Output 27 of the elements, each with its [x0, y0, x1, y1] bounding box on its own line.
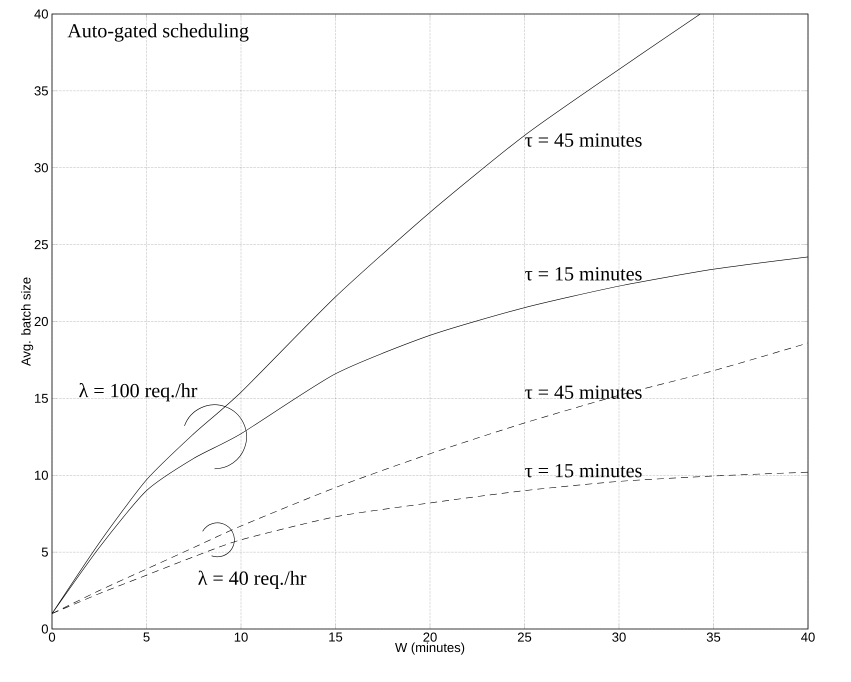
- x-tick-label: 25: [518, 632, 532, 642]
- chart-title: Auto-gated scheduling: [68, 23, 249, 42]
- y-tick-label: 10: [35, 470, 48, 480]
- x-tick-label: 35: [706, 632, 720, 642]
- y-tick-label: 35: [34, 86, 48, 96]
- x-tick-label: 5: [143, 632, 150, 642]
- y-tick-label: 15: [35, 394, 48, 403]
- y-tick-label: 5: [42, 548, 48, 557]
- series-label: τ = 45 minutes: [525, 385, 642, 399]
- series-label: τ = 15 minutes: [525, 267, 642, 281]
- annotation: λ = 40 req./hr: [198, 570, 306, 589]
- annotation: λ = 100 req./hr: [79, 383, 198, 402]
- y-tick-label: 0: [42, 624, 48, 634]
- x-axis-title: W (minutes): [395, 642, 464, 655]
- y-tick-label: 25: [34, 240, 48, 250]
- y-axis-title: Avg. batch size: [21, 278, 34, 366]
- series-label: τ = 15 minutes: [525, 464, 642, 478]
- x-tick-label: 30: [612, 632, 626, 642]
- y-tick-label: 30: [34, 163, 48, 172]
- y-tick-label: 20: [34, 316, 48, 326]
- x-tick-label: 10: [234, 632, 248, 642]
- x-tick-label: 40: [801, 632, 815, 642]
- series-label: τ = 45 minutes: [525, 133, 642, 147]
- y-tick-label: 40: [34, 9, 48, 19]
- x-tick-label: 20: [423, 632, 437, 642]
- x-tick-label: 0: [48, 632, 56, 642]
- x-tick-label: 15: [329, 632, 342, 642]
